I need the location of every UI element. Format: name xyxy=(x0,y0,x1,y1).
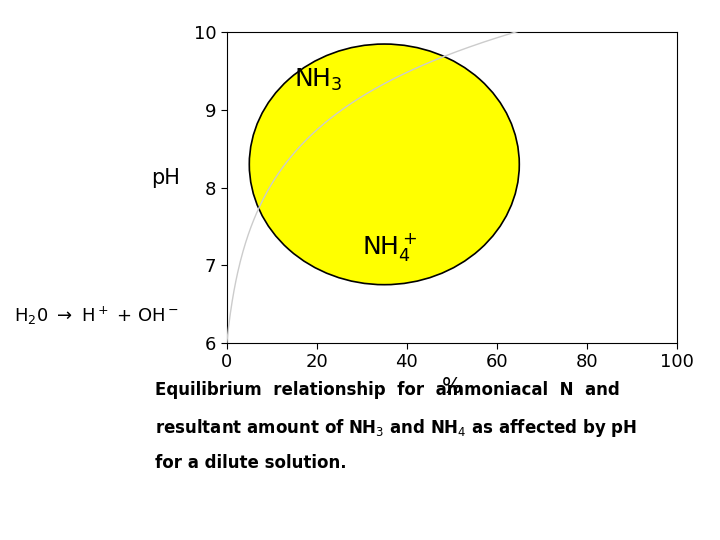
Text: H$_2$0 $\rightarrow$ H$^+$ + OH$^-$: H$_2$0 $\rightarrow$ H$^+$ + OH$^-$ xyxy=(14,305,179,327)
Ellipse shape xyxy=(249,44,519,285)
Text: NH$_4^+$: NH$_4^+$ xyxy=(361,231,417,262)
Text: for a dilute solution.: for a dilute solution. xyxy=(155,454,346,472)
Text: Equilibrium  relationship  for  ammoniacal  N  and: Equilibrium relationship for ammoniacal … xyxy=(155,381,619,399)
Text: NH$_3$: NH$_3$ xyxy=(294,67,343,93)
Y-axis label: pH: pH xyxy=(151,167,181,187)
X-axis label: %: % xyxy=(442,377,462,397)
Text: resultant amount of NH$_3$ and NH$_4$ as affected by pH: resultant amount of NH$_3$ and NH$_4$ as… xyxy=(155,417,636,440)
